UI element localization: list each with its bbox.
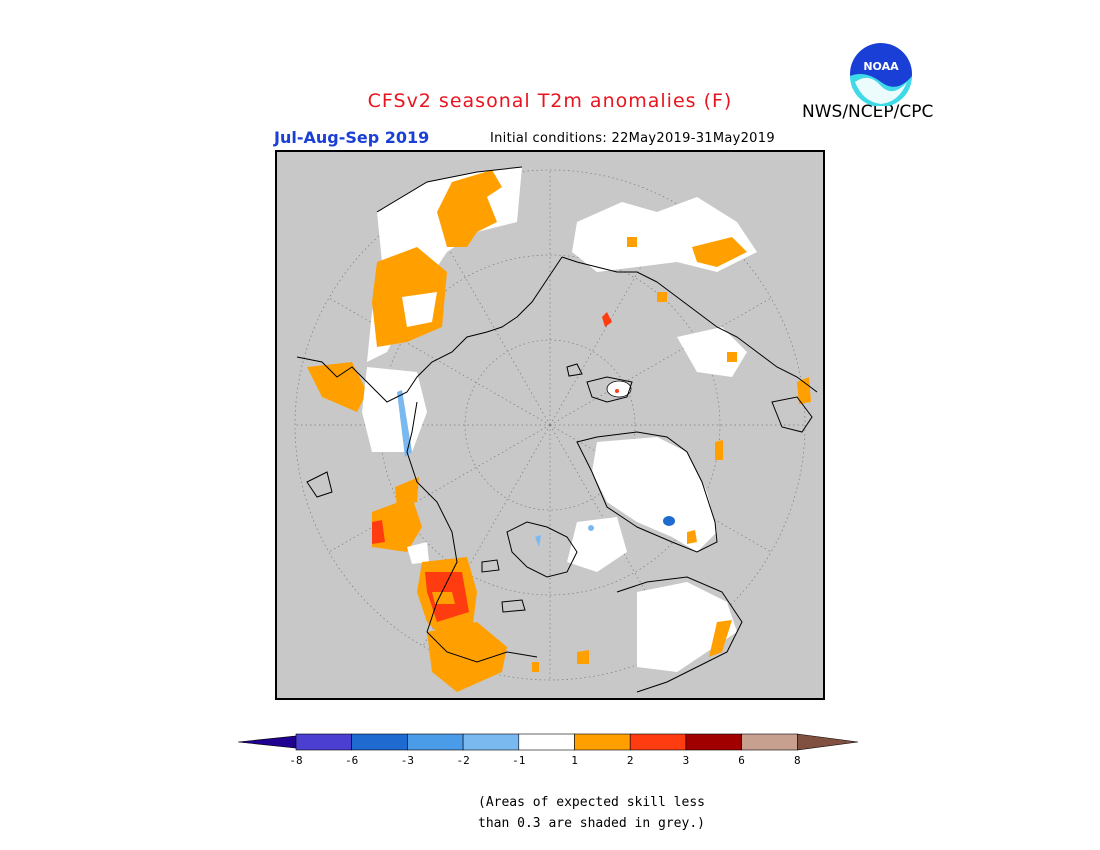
polar-map-canvas [277,152,823,698]
legend-tick-label: -8 [289,754,302,767]
legend-swatch [741,733,798,751]
anomaly-map [275,150,825,700]
legend-swatch [574,733,631,751]
agency-label: NWS/NCEP/CPC [802,102,934,122]
legend-tick-label: 6 [738,754,745,767]
skill-note: (Areas of expected skill less than 0.3 a… [478,792,705,834]
skill-note-line: than 0.3 are shaded in grey.) [478,816,705,831]
initial-conditions-label: Initial conditions: 22May2019-31May2019 [490,131,775,146]
svg-text:NOAA: NOAA [863,60,899,73]
legend-tick-label: 3 [683,754,690,767]
legend-tick-label: -3 [401,754,414,767]
legend-tick-label: -1 [512,754,525,767]
skill-note-line: (Areas of expected skill less [478,795,705,810]
asia-anomaly-region [362,367,429,564]
noaa-logo-icon: NOAA [850,43,912,106]
legend-swatch [462,733,520,751]
legend-swatch [685,733,742,751]
legend-swatch [351,733,408,751]
north-america-anomaly-region [577,582,737,672]
legend-tick-label: 8 [794,754,801,767]
legend-tick-label: 2 [627,754,634,767]
legend-tick-label: -2 [456,754,469,767]
greenland-anomaly-region [592,437,723,552]
legend-colorbar: -8 -6 -3 -2 -1 1 2 3 6 8 [238,733,859,767]
legend-arrow-left [238,735,297,749]
upper-right-anomaly-region [572,197,811,404]
legend-swatch [407,733,464,751]
east-asia-anomaly-region [417,557,539,692]
canadian-arctic-region [535,517,627,572]
latitude-circles [294,169,806,681]
legend-tick-label: 1 [571,754,578,767]
legend-swatch [518,733,575,751]
europe-anomaly-region [307,167,522,412]
coastlines [296,166,818,693]
legend-arrow-right [796,733,859,751]
map-title: CFSv2 seasonal T2m anomalies (F) [367,90,733,112]
season-label: Jul-Aug-Sep 2019 [274,128,430,147]
legend-tick-label: -6 [345,754,358,767]
legend-swatch [629,733,687,751]
arctic-islands-region [602,312,632,398]
legend-swatch [295,733,353,751]
